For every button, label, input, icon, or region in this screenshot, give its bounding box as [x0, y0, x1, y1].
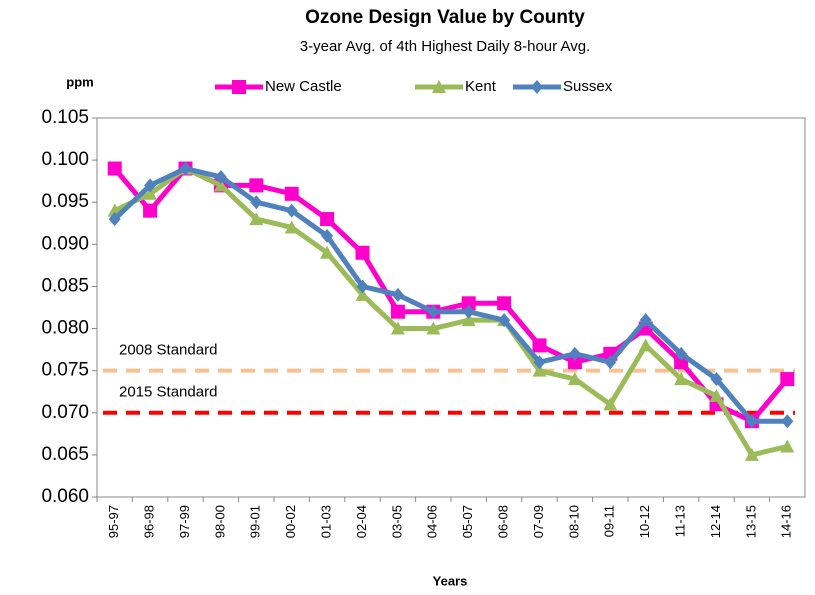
- marker: [744, 447, 759, 461]
- marker: [355, 287, 370, 301]
- marker: [780, 372, 795, 387]
- marker: [461, 296, 476, 311]
- marker: [675, 346, 688, 361]
- marker: [144, 178, 157, 193]
- x-tick-label: 95-97: [106, 505, 121, 538]
- y-tick-label: 0.105: [41, 107, 89, 128]
- chart-subtitle: 3-year Avg. of 4th Highest Daily 8-hour …: [300, 38, 590, 55]
- marker: [461, 313, 476, 327]
- series-line: [112, 166, 788, 424]
- marker: [390, 321, 405, 335]
- marker: [498, 313, 511, 328]
- y-tick-label: 0.070: [41, 402, 89, 423]
- x-tick-label: 97-99: [177, 505, 192, 538]
- marker: [674, 372, 689, 386]
- x-tick-label: 03-05: [389, 505, 404, 538]
- marker: [391, 287, 404, 302]
- marker: [213, 178, 228, 192]
- marker: [284, 220, 299, 234]
- x-tick-label: 14-16: [779, 505, 794, 538]
- legend-label: Kent: [465, 78, 497, 95]
- x-tick-label: 08-10: [566, 505, 581, 538]
- x-tick-label: 12-14: [708, 505, 723, 538]
- x-tick-label: 13-15: [743, 505, 758, 538]
- marker: [638, 338, 653, 352]
- x-tick-label: 05-07: [460, 505, 475, 538]
- marker: [709, 388, 724, 402]
- marker: [533, 355, 546, 370]
- marker: [604, 355, 617, 370]
- x-tick-label: 98-00: [212, 505, 227, 538]
- legend-label: Sussex: [563, 78, 613, 95]
- marker: [249, 212, 264, 226]
- marker: [107, 161, 122, 176]
- marker: [320, 245, 335, 259]
- marker: [532, 363, 547, 377]
- marker: [532, 338, 547, 353]
- y-tick-label: 0.075: [41, 360, 89, 381]
- marker: [639, 313, 652, 328]
- marker: [497, 296, 512, 311]
- marker: [356, 279, 369, 294]
- marker: [462, 304, 475, 319]
- marker: [232, 80, 246, 94]
- y-tick-label: 0.095: [41, 191, 89, 212]
- x-tick-label: 07-09: [531, 505, 546, 538]
- marker: [285, 203, 298, 218]
- marker: [249, 178, 264, 193]
- y-axis-label: ppm: [66, 74, 93, 89]
- marker: [710, 372, 723, 387]
- marker: [603, 397, 618, 411]
- x-tick-label: 11-13: [673, 505, 688, 537]
- marker: [531, 80, 543, 94]
- x-tick-label: 09-11: [602, 505, 617, 537]
- y-tick-label: 0.065: [41, 444, 89, 465]
- marker: [567, 355, 582, 370]
- marker: [320, 212, 335, 227]
- marker: [108, 212, 121, 227]
- marker: [568, 346, 581, 361]
- y-tick-label: 0.100: [41, 149, 89, 170]
- reference-label: 2015 Standard: [119, 384, 217, 401]
- x-tick-label: 06-08: [496, 505, 511, 538]
- marker: [321, 228, 334, 243]
- marker: [284, 186, 299, 201]
- marker: [250, 195, 263, 210]
- marker: [427, 304, 440, 319]
- y-tick-label: 0.090: [41, 233, 89, 254]
- reference-label: 2008 Standard: [119, 342, 217, 359]
- marker: [143, 203, 158, 218]
- x-tick-label: 01-03: [319, 505, 334, 538]
- marker: [214, 169, 227, 184]
- marker: [432, 80, 446, 93]
- y-tick-label: 0.060: [41, 486, 89, 507]
- x-tick-label: 04-06: [425, 505, 440, 538]
- marker: [179, 161, 192, 176]
- chart-title: Ozone Design Value by County: [305, 7, 585, 28]
- marker: [143, 186, 158, 200]
- marker: [355, 245, 370, 260]
- marker: [781, 414, 794, 429]
- x-tick-label: 99-01: [248, 505, 263, 538]
- y-tick-label: 0.080: [41, 318, 89, 339]
- marker: [780, 439, 795, 453]
- x-tick-label: 02-04: [354, 505, 369, 538]
- marker: [390, 304, 405, 319]
- legend-label: New Castle: [265, 78, 342, 95]
- x-tick-label: 10-12: [637, 505, 652, 538]
- marker: [567, 372, 582, 386]
- x-tick-label: 00-02: [283, 505, 298, 538]
- marker: [426, 321, 441, 335]
- y-tick-label: 0.085: [41, 275, 89, 296]
- x-axis-label: Years: [433, 573, 468, 588]
- x-tick-label: 96-98: [142, 505, 157, 538]
- marker: [745, 414, 758, 429]
